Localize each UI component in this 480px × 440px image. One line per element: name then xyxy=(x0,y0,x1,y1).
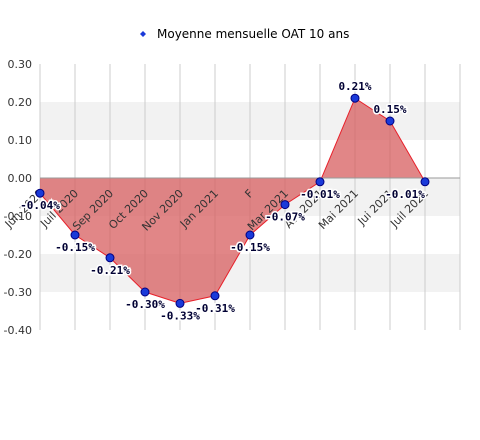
data-point[interactable] xyxy=(420,177,430,187)
y-axis-ticks: 0.30 0.20 0.10 0.00 -0.10 -0.20 -0.30 -0.40 xyxy=(4,58,32,337)
data-point[interactable] xyxy=(245,230,255,240)
data-point[interactable] xyxy=(315,177,325,187)
data-label: -0.30% xyxy=(125,298,165,311)
y-tick-label: 0.20 xyxy=(8,96,33,109)
data-label: -0.15% xyxy=(230,241,270,254)
area-shape xyxy=(40,98,425,304)
series-line xyxy=(39,97,426,304)
data-point[interactable] xyxy=(35,188,45,198)
y-tick-label: 0.30 xyxy=(8,58,33,71)
data-point[interactable] xyxy=(280,200,290,210)
y-tick-label: -0.30 xyxy=(4,286,32,299)
y-tick-label: -0.40 xyxy=(4,324,32,337)
data-label: -0.01% xyxy=(300,188,340,201)
area-fill xyxy=(40,98,425,304)
data-point[interactable] xyxy=(140,287,150,297)
data-point[interactable] xyxy=(175,298,185,308)
data-label: -0.15% xyxy=(55,241,95,254)
data-point[interactable] xyxy=(210,291,220,301)
data-label: -0.01% xyxy=(385,188,425,201)
data-label: -0.07% xyxy=(265,211,305,224)
data-label: -0.21% xyxy=(90,264,130,277)
y-tick-label: 0.00 xyxy=(8,172,33,185)
legend-label: Moyenne mensuelle OAT 10 ans xyxy=(157,27,349,41)
legend[interactable]: Moyenne mensuelle OAT 10 ans xyxy=(140,27,349,41)
data-label: 0.21% xyxy=(338,80,371,93)
data-label: -0.31% xyxy=(195,302,235,315)
data-points xyxy=(35,93,430,308)
data-point[interactable] xyxy=(350,93,360,103)
data-point[interactable] xyxy=(105,253,115,263)
series-polyline xyxy=(39,97,426,304)
legend-marker-icon xyxy=(140,31,146,37)
y-tick-label: -0.20 xyxy=(4,248,32,261)
data-label: -0.33% xyxy=(160,309,200,322)
y-tick-label: -0.10 xyxy=(4,210,32,223)
y-tick-label: 0.10 xyxy=(8,134,33,147)
data-point[interactable] xyxy=(70,230,80,240)
data-label: -0.04% xyxy=(20,199,60,212)
data-point[interactable] xyxy=(385,116,395,126)
data-label: 0.15% xyxy=(373,103,406,116)
data-labels: -0.04% -0.15% -0.21% -0.30%-0.33%-0.31% -0.1… xyxy=(19,79,427,324)
